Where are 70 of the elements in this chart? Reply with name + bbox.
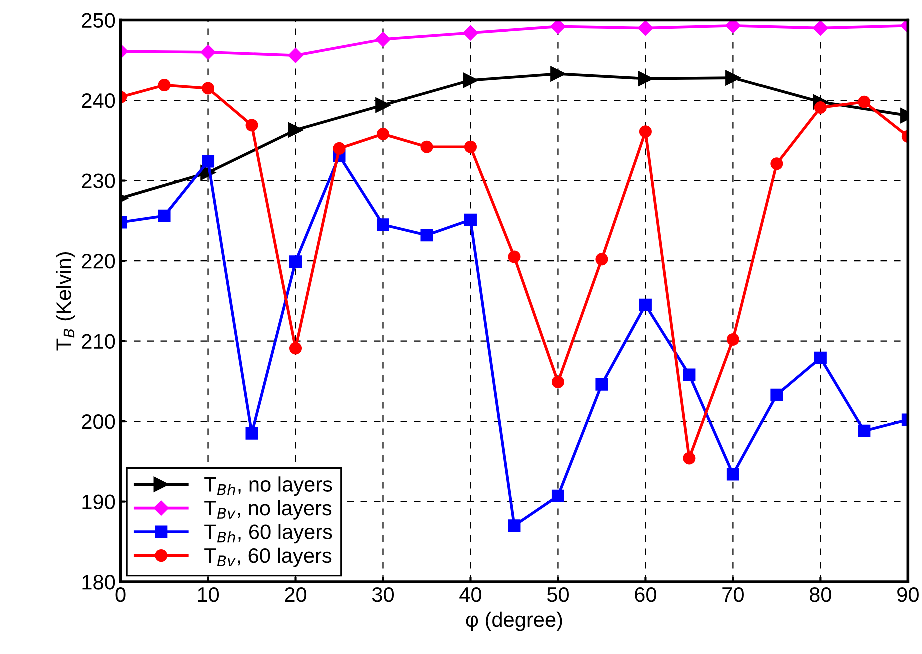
point	[550, 20, 566, 34]
x-tick-label: 90	[898, 587, 919, 602]
y-tick-label: 230	[82, 174, 116, 189]
point	[726, 333, 740, 346]
legend-label: T$_{Bh}$, no layers	[204, 476, 332, 496]
point	[376, 32, 391, 48]
point	[420, 229, 434, 242]
point	[858, 424, 871, 438]
point	[726, 468, 740, 481]
x-tick-label: 80	[810, 587, 832, 602]
x-tick-label: 70	[722, 587, 744, 602]
point	[508, 520, 521, 532]
y-tick-label: 240	[82, 94, 116, 108]
point	[200, 44, 216, 60]
legend-label: T$_{Bv}$, 60 layers	[204, 548, 332, 568]
point	[290, 342, 302, 355]
point	[463, 72, 478, 88]
point	[726, 20, 741, 34]
point	[508, 250, 521, 264]
point	[158, 210, 171, 222]
point	[158, 79, 171, 92]
point	[376, 128, 390, 140]
legend-label: T$_{Bh}$, 60 layers	[204, 524, 332, 544]
point	[639, 126, 652, 138]
point	[814, 352, 827, 364]
point	[552, 376, 564, 388]
x-tick-label: 60	[635, 587, 656, 602]
x-axis-title: φ (degree)	[466, 612, 562, 632]
point	[770, 388, 784, 402]
legend-label: T$_{Bv}$, no layers	[204, 500, 332, 520]
y-tick-label: 210	[82, 334, 116, 350]
point	[596, 378, 608, 391]
x-tick-label: 50	[547, 587, 569, 602]
point	[333, 142, 346, 155]
point	[552, 490, 564, 502]
point	[858, 96, 871, 108]
point	[683, 368, 696, 382]
point	[638, 20, 654, 36]
point	[726, 70, 741, 86]
y-tick-label: 180	[82, 575, 116, 590]
point	[376, 218, 390, 232]
point	[288, 48, 304, 64]
point	[550, 66, 566, 82]
point	[813, 20, 828, 36]
point	[202, 82, 215, 95]
point	[246, 119, 258, 132]
y-tick-label: 220	[82, 254, 116, 269]
point	[770, 158, 784, 170]
point	[202, 155, 215, 168]
point	[683, 452, 696, 465]
point	[638, 71, 654, 86]
point	[376, 98, 391, 113]
y-tick-label: 200	[82, 414, 116, 430]
point	[464, 140, 477, 154]
x-tick-label: 30	[372, 587, 394, 602]
y-tick-label: 250	[82, 13, 116, 28]
x-tick-label: 40	[460, 587, 482, 602]
point	[290, 256, 302, 268]
y-tick-label: 190	[82, 494, 116, 510]
x-tick-label: 20	[285, 587, 307, 602]
point	[464, 214, 477, 226]
x-tick-label: 0	[116, 587, 126, 602]
point	[420, 140, 434, 154]
y-axis-title: T$_{B}$ (Kelvin)	[56, 252, 76, 351]
point	[596, 253, 608, 266]
x-tick-label: 10	[198, 587, 220, 602]
point	[639, 298, 652, 312]
point	[288, 122, 304, 138]
point	[246, 427, 258, 440]
point	[463, 26, 478, 41]
